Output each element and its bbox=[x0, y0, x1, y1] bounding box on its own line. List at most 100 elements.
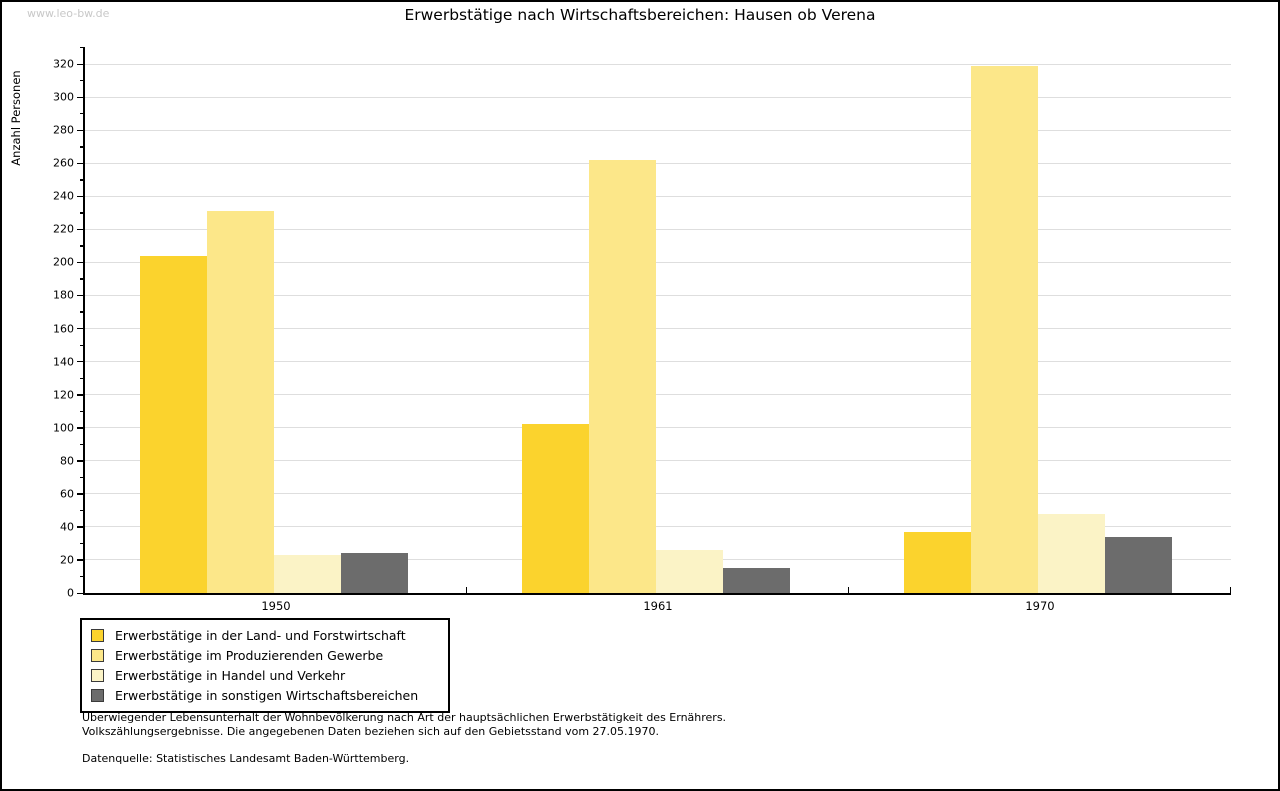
y-minor-tick bbox=[80, 542, 83, 545]
x-separator-tick bbox=[466, 587, 468, 593]
bar-s1-1970 bbox=[904, 531, 971, 593]
y-tick-label: 300 bbox=[53, 90, 74, 104]
y-minor-tick bbox=[80, 410, 83, 413]
bar-s2-1950 bbox=[207, 211, 274, 593]
footnotes: Überwiegender Lebensunterhalt der Wohnbe… bbox=[82, 711, 726, 738]
gridline bbox=[85, 394, 1231, 396]
bar-s1-1950 bbox=[140, 255, 207, 593]
y-tick-label: 60 bbox=[60, 487, 74, 501]
y-minor-tick bbox=[80, 311, 83, 313]
y-minor-tick bbox=[80, 509, 83, 512]
legend: Erwerbstätige in der Land- und Forstwirt… bbox=[80, 618, 450, 713]
y-tick-label: 20 bbox=[60, 553, 74, 567]
y-minor-tick bbox=[80, 245, 83, 247]
bar-s2-1970 bbox=[971, 65, 1038, 593]
y-tick-label: 80 bbox=[60, 454, 74, 468]
y-major-tick bbox=[77, 228, 83, 231]
y-major-tick bbox=[77, 328, 83, 330]
y-major-tick bbox=[77, 63, 83, 65]
y-major-tick bbox=[77, 294, 83, 297]
gridline bbox=[85, 228, 1231, 230]
y-major-tick bbox=[77, 559, 83, 561]
legend-swatch bbox=[91, 668, 104, 682]
legend-swatch bbox=[91, 688, 104, 702]
gridline bbox=[85, 361, 1231, 363]
y-tick-label: 260 bbox=[53, 156, 74, 170]
gridline bbox=[85, 162, 1231, 164]
y-major-tick bbox=[77, 526, 83, 528]
y-major-tick bbox=[77, 261, 83, 264]
y-tick-label: 120 bbox=[53, 388, 74, 402]
legend-label: Erwerbstätige in sonstigen Wirtschaftsbe… bbox=[115, 687, 419, 703]
y-minor-tick bbox=[80, 146, 83, 148]
y-major-tick bbox=[77, 427, 83, 429]
legend-label: Erwerbstätige im Produzierenden Gewerbe bbox=[115, 647, 384, 663]
y-major-tick bbox=[77, 361, 83, 363]
bar-s4-1970 bbox=[1105, 536, 1172, 593]
bar-s1-1961 bbox=[522, 424, 589, 593]
y-major-tick bbox=[77, 162, 83, 165]
y-major-tick bbox=[77, 129, 83, 132]
y-minor-tick bbox=[80, 46, 83, 49]
y-minor-tick bbox=[80, 575, 83, 578]
legend-swatch bbox=[91, 648, 104, 662]
x-axis-line bbox=[83, 593, 1231, 595]
bar-s2-1961 bbox=[589, 159, 656, 593]
gridline bbox=[85, 129, 1231, 131]
y-major-tick bbox=[77, 493, 83, 495]
gridline bbox=[85, 294, 1231, 296]
y-tick-label: 200 bbox=[53, 255, 74, 269]
y-tick-label: 220 bbox=[53, 222, 74, 236]
y-major-tick bbox=[77, 394, 83, 396]
y-minor-tick bbox=[80, 212, 83, 214]
gridline bbox=[85, 526, 1231, 528]
legend-row: Erwerbstätige in der Land- und Forstwirt… bbox=[91, 625, 440, 645]
y-major-tick bbox=[77, 592, 83, 594]
y-minor-tick bbox=[80, 443, 83, 446]
y-minor-tick bbox=[80, 344, 83, 346]
legend-row: Erwerbstätige in sonstigen Wirtschaftsbe… bbox=[91, 685, 440, 705]
legend-label: Erwerbstätige in Handel und Verkehr bbox=[115, 667, 346, 683]
footnote-line-2: Volkszählungsergebnisse. Die angegebenen… bbox=[82, 724, 660, 738]
x-separator-tick bbox=[848, 587, 850, 593]
y-tick-label: 140 bbox=[53, 355, 74, 369]
y-major-tick bbox=[77, 96, 83, 98]
legend-label: Erwerbstätige in der Land- und Forstwirt… bbox=[115, 627, 406, 643]
watermark: www.leo-bw.de bbox=[27, 7, 110, 20]
gridline bbox=[85, 328, 1231, 329]
gridline bbox=[85, 96, 1231, 98]
bar-s3-1950 bbox=[274, 554, 341, 593]
y-minor-tick bbox=[80, 278, 83, 280]
y-tick-label: 240 bbox=[53, 189, 74, 203]
y-tick-label: 160 bbox=[53, 322, 74, 335]
x-separator-tick bbox=[1230, 587, 1232, 593]
y-tick-label: 320 bbox=[53, 57, 74, 71]
gridline bbox=[85, 493, 1231, 495]
x-category-label: 1950 bbox=[261, 599, 291, 613]
legend-row: Erwerbstätige im Produzierenden Gewerbe bbox=[91, 645, 440, 665]
y-tick-label: 0 bbox=[67, 586, 74, 600]
y-minor-tick bbox=[80, 113, 83, 115]
footnote-line-1: Überwiegender Lebensunterhalt der Wohnbe… bbox=[82, 711, 727, 724]
y-minor-tick bbox=[80, 476, 83, 479]
gridline bbox=[85, 427, 1231, 429]
legend-row: Erwerbstätige in Handel und Verkehr bbox=[91, 665, 440, 685]
y-tick-label: 280 bbox=[53, 123, 74, 137]
x-category-label: 1970 bbox=[1025, 599, 1055, 613]
y-minor-tick bbox=[80, 377, 83, 379]
chart-title: Erwerbstätige nach Wirtschaftsbereichen:… bbox=[404, 6, 876, 24]
bar-s3-1970 bbox=[1038, 513, 1105, 593]
bar-s4-1961 bbox=[723, 568, 790, 593]
y-minor-tick bbox=[80, 179, 83, 181]
y-minor-tick bbox=[80, 80, 83, 82]
y-tick-label: 100 bbox=[53, 421, 74, 435]
y-major-tick bbox=[77, 195, 83, 198]
legend-swatch bbox=[91, 628, 104, 642]
y-major-tick bbox=[77, 460, 83, 462]
y-tick-label: 180 bbox=[53, 288, 74, 302]
gridline bbox=[85, 261, 1231, 263]
bar-s3-1961 bbox=[656, 550, 723, 593]
x-category-label: 1961 bbox=[643, 599, 673, 613]
